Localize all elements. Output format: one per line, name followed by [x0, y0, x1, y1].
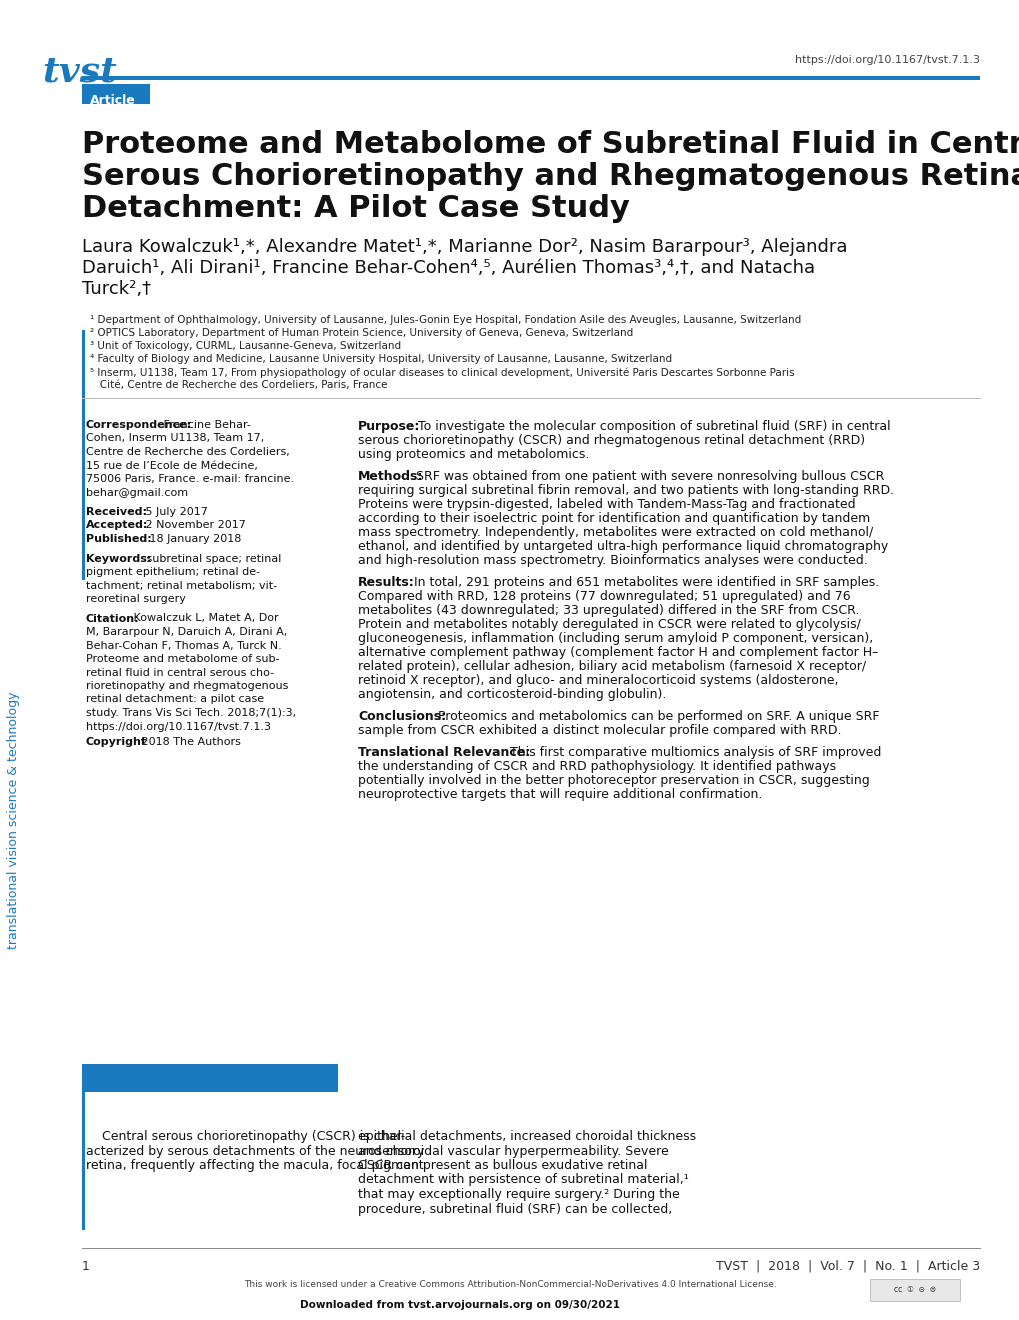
Text: ⁵ Inserm, U1138, Team 17, From physiopathology of ocular diseases to clinical de: ⁵ Inserm, U1138, Team 17, From physiopat… — [90, 367, 794, 378]
Text: sample from CSCR exhibited a distinct molecular profile compared with RRD.: sample from CSCR exhibited a distinct mo… — [358, 723, 841, 737]
Text: Kowalczuk L, Matet A, Dor: Kowalczuk L, Matet A, Dor — [129, 614, 278, 623]
Text: 15 rue de l’Ecole de Médecine,: 15 rue de l’Ecole de Médecine, — [86, 461, 258, 470]
Text: Proteome and Metabolome of Subretinal Fluid in Central: Proteome and Metabolome of Subretinal Fl… — [82, 129, 1019, 158]
Text: tvst: tvst — [42, 55, 117, 88]
Text: Translational Relevance:: Translational Relevance: — [358, 746, 530, 759]
Text: Proteome and metabolome of sub-: Proteome and metabolome of sub- — [86, 653, 279, 664]
Text: Serous Chorioretinopathy and Rhegmatogenous Retinal: Serous Chorioretinopathy and Rhegmatogen… — [82, 162, 1019, 191]
Text: procedure, subretinal fluid (SRF) can be collected,: procedure, subretinal fluid (SRF) can be… — [358, 1203, 672, 1216]
Text: behar@gmail.com: behar@gmail.com — [86, 487, 187, 498]
Text: alternative complement pathway (complement factor H and complement factor H–: alternative complement pathway (compleme… — [358, 645, 877, 659]
Text: serous chorioretinopathy (CSCR) and rhegmatogenous retinal detachment (RRD): serous chorioretinopathy (CSCR) and rheg… — [358, 434, 864, 447]
Text: related protein), cellular adhesion, biliary acid metabolism (farnesoid X recept: related protein), cellular adhesion, bil… — [358, 660, 865, 673]
Bar — [82, 77, 979, 81]
Text: translational vision science & technology: translational vision science & technolog… — [7, 692, 20, 949]
Text: neuroprotective targets that will require additional confirmation.: neuroprotective targets that will requir… — [358, 788, 761, 801]
Text: In total, 291 proteins and 651 metabolites were identified in SRF samples.: In total, 291 proteins and 651 metabolit… — [410, 576, 878, 589]
Text: angiotensin, and corticosteroid-binding globulin).: angiotensin, and corticosteroid-binding … — [358, 688, 665, 701]
Text: ⁴ Faculty of Biology and Medicine, Lausanne University Hospital, University of L: ⁴ Faculty of Biology and Medicine, Lausa… — [90, 354, 672, 364]
Text: Citation:: Citation: — [86, 614, 140, 623]
Text: cc  ①  ⊝  ⊜: cc ① ⊝ ⊜ — [893, 1286, 935, 1295]
Text: SRF was obtained from one patient with severe nonresolving bullous CSCR: SRF was obtained from one patient with s… — [412, 470, 883, 483]
Text: epithelial detachments, increased choroidal thickness: epithelial detachments, increased choroi… — [358, 1130, 695, 1143]
Text: M, Bararpour N, Daruich A, Dirani A,: M, Bararpour N, Daruich A, Dirani A, — [86, 627, 287, 638]
Text: retina, frequently affecting the macula, focal pigment: retina, frequently affecting the macula,… — [86, 1159, 423, 1172]
Text: Conclusions:: Conclusions: — [358, 710, 445, 723]
Text: ¹ Department of Ophthalmology, University of Lausanne, Jules-Gonin Eye Hospital,: ¹ Department of Ophthalmology, Universit… — [90, 315, 801, 325]
Text: that may exceptionally require surgery.² During the: that may exceptionally require surgery.²… — [358, 1188, 679, 1201]
Text: requiring surgical subretinal fibrin removal, and two patients with long-standin: requiring surgical subretinal fibrin rem… — [358, 484, 894, 498]
Text: Central serous chorioretinopathy (CSCR) is char-: Central serous chorioretinopathy (CSCR) … — [86, 1130, 405, 1143]
Text: the understanding of CSCR and RRD pathophysiology. It identified pathways: the understanding of CSCR and RRD pathop… — [358, 760, 836, 774]
Text: Article: Article — [90, 94, 136, 107]
Text: Compared with RRD, 128 proteins (77 downregulated; 51 upregulated) and 76: Compared with RRD, 128 proteins (77 down… — [358, 590, 850, 603]
Text: according to their isoelectric point for identification and quantification by ta: according to their isoelectric point for… — [358, 512, 869, 525]
Text: Methods:: Methods: — [358, 470, 423, 483]
Text: gluconeogenesis, inflammation (including serum amyloid P component, versican),: gluconeogenesis, inflammation (including… — [358, 632, 872, 645]
Text: ³ Unit of Toxicology, CURML, Lausanne-Geneva, Switzerland: ³ Unit of Toxicology, CURML, Lausanne-Ge… — [90, 341, 400, 351]
Text: Detachment: A Pilot Case Study: Detachment: A Pilot Case Study — [82, 194, 630, 223]
Text: Introduction: Introduction — [92, 1097, 228, 1115]
Text: ethanol, and identified by untargeted ultra-high performance liquid chromatograp: ethanol, and identified by untargeted ul… — [358, 540, 888, 553]
Text: Results:: Results: — [358, 576, 415, 589]
Text: metabolites (43 downregulated; 33 upregulated) differed in the SRF from CSCR.: metabolites (43 downregulated; 33 upregu… — [358, 605, 859, 616]
Text: retinal detachment: a pilot case: retinal detachment: a pilot case — [86, 694, 264, 705]
Text: https://doi.org/10.1167/tvst.7.1.3: https://doi.org/10.1167/tvst.7.1.3 — [794, 55, 979, 65]
Text: tachment; retinal metabolism; vit-: tachment; retinal metabolism; vit- — [86, 581, 277, 590]
Text: Proteomics and metabolomics can be performed on SRF. A unique SRF: Proteomics and metabolomics can be perfo… — [433, 710, 878, 723]
Text: Daruich¹, Ali Dirani¹, Francine Behar-Cohen⁴,⁵, Aurélien Thomas³,⁴,†, and Natach: Daruich¹, Ali Dirani¹, Francine Behar-Co… — [82, 259, 814, 277]
Text: This first comparative multiomics analysis of SRF improved: This first comparative multiomics analys… — [505, 746, 880, 759]
Bar — [869, 1279, 959, 1302]
Bar — [82, 1064, 337, 1092]
Text: acterized by serous detachments of the neurosensory: acterized by serous detachments of the n… — [86, 1144, 424, 1158]
Text: detachment with persistence of subretinal material,¹: detachment with persistence of subretina… — [358, 1173, 688, 1187]
Text: and choroidal vascular hyperpermeability. Severe: and choroidal vascular hyperpermeability… — [358, 1144, 668, 1158]
Text: retinal fluid in central serous cho-: retinal fluid in central serous cho- — [86, 668, 274, 677]
Text: Purpose:: Purpose: — [358, 420, 420, 433]
Text: subretinal space; retinal: subretinal space; retinal — [143, 553, 281, 564]
Text: 5 July 2017: 5 July 2017 — [142, 507, 208, 517]
Text: 75006 Paris, France. e-mail: francine.: 75006 Paris, France. e-mail: francine. — [86, 474, 293, 484]
Text: Correspondence:: Correspondence: — [86, 420, 192, 430]
Text: reoretinal surgery: reoretinal surgery — [86, 594, 185, 605]
Text: Turck²,†: Turck²,† — [82, 280, 151, 298]
Text: TVST  |  2018  |  Vol. 7  |  No. 1  |  Article 3: TVST | 2018 | Vol. 7 | No. 1 | Article 3 — [715, 1261, 979, 1272]
Text: Cité, Centre de Recherche des Cordeliers, Paris, France: Cité, Centre de Recherche des Cordeliers… — [90, 380, 387, 389]
Bar — [82, 330, 85, 579]
Text: retinoid X receptor), and gluco- and mineralocorticoid systems (aldosterone,: retinoid X receptor), and gluco- and min… — [358, 675, 838, 686]
Text: Cohen, Inserm U1138, Team 17,: Cohen, Inserm U1138, Team 17, — [86, 433, 264, 444]
Text: 2018 The Authors: 2018 The Authors — [138, 737, 240, 747]
Text: 1: 1 — [82, 1261, 90, 1272]
Text: Francine Behar-: Francine Behar- — [160, 420, 251, 430]
Text: Published:: Published: — [86, 535, 152, 544]
Text: 18 January 2018: 18 January 2018 — [146, 535, 242, 544]
Text: Protein and metabolites notably deregulated in CSCR were related to glycolysis/: Protein and metabolites notably deregula… — [358, 618, 860, 631]
Bar — [82, 1090, 85, 1230]
Text: CSCR can present as bullous exudative retinal: CSCR can present as bullous exudative re… — [358, 1159, 647, 1172]
Text: To investigate the molecular composition of subretinal fluid (SRF) in central: To investigate the molecular composition… — [414, 420, 890, 433]
Text: Centre de Recherche des Cordeliers,: Centre de Recherche des Cordeliers, — [86, 447, 289, 457]
Text: using proteomics and metabolomics.: using proteomics and metabolomics. — [358, 447, 589, 461]
Bar — [82, 84, 150, 104]
Text: ² OPTICS Laboratory, Department of Human Protein Science, University of Geneva, : ² OPTICS Laboratory, Department of Human… — [90, 327, 633, 338]
Text: and high-resolution mass spectrometry. Bioinformatics analyses were conducted.: and high-resolution mass spectrometry. B… — [358, 554, 867, 568]
Text: https://doi.org/10.1167/tvst.7.1.3: https://doi.org/10.1167/tvst.7.1.3 — [86, 722, 271, 731]
Text: potentially involved in the better photoreceptor preservation in CSCR, suggestin: potentially involved in the better photo… — [358, 774, 869, 787]
Text: Behar-Cohan F, Thomas A, Turck N.: Behar-Cohan F, Thomas A, Turck N. — [86, 640, 281, 651]
Text: Downloaded from tvst.arvojournals.org on 09/30/2021: Downloaded from tvst.arvojournals.org on… — [300, 1300, 620, 1309]
Text: 2 November 2017: 2 November 2017 — [142, 520, 246, 531]
Text: Proteins were trypsin-digested, labeled with Tandem-Mass-Tag and fractionated: Proteins were trypsin-digested, labeled … — [358, 498, 855, 511]
Text: Accepted:: Accepted: — [86, 520, 148, 531]
Text: mass spectrometry. Independently, metabolites were extracted on cold methanol/: mass spectrometry. Independently, metabo… — [358, 525, 872, 539]
Text: study. Trans Vis Sci Tech. 2018;7(1):3,: study. Trans Vis Sci Tech. 2018;7(1):3, — [86, 708, 296, 718]
Text: Laura Kowalczuk¹,*, Alexandre Matet¹,*, Marianne Dor², Nasim Bararpour³, Alejand: Laura Kowalczuk¹,*, Alexandre Matet¹,*, … — [82, 238, 847, 256]
Text: Copyright: Copyright — [86, 737, 147, 747]
Text: Keywords:: Keywords: — [86, 553, 151, 564]
Text: This work is licensed under a Creative Commons Attribution-NonCommercial-NoDeriv: This work is licensed under a Creative C… — [244, 1280, 775, 1290]
Text: pigment epithelium; retinal de-: pigment epithelium; retinal de- — [86, 568, 260, 577]
Text: Received:: Received: — [86, 507, 147, 517]
Text: rioretinopathy and rhegmatogenous: rioretinopathy and rhegmatogenous — [86, 681, 288, 690]
